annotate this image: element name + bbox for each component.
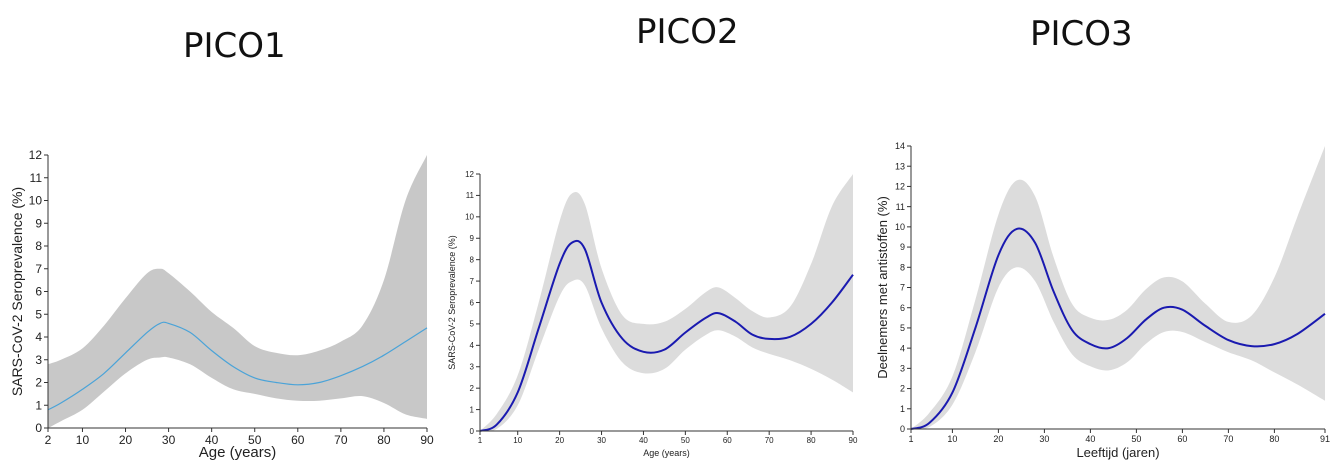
y-tick-label: 3: [35, 353, 42, 367]
y-tick-label: 4: [470, 341, 475, 350]
x-tick-label: 60: [723, 436, 732, 445]
x-tick-label: 91: [1320, 434, 1330, 444]
x-tick-label: 10: [76, 433, 90, 447]
x-tick-label: 90: [420, 433, 434, 447]
x-tick-label: 30: [1039, 434, 1049, 444]
y-tick-label: 10: [465, 213, 474, 222]
y-axis-label: SARS-CoV-2 Seroprevalence (%): [447, 235, 457, 370]
x-axis-label: Leeftijd (jaren): [1076, 445, 1159, 460]
x-tick-label: 40: [639, 436, 648, 445]
y-axis-label: SARS-CoV-2 Seroprevalence (%): [9, 187, 25, 396]
x-tick-label: 1: [478, 436, 483, 445]
y-tick-label: 11: [466, 191, 475, 200]
x-tick-label: 10: [947, 434, 957, 444]
x-tick-label: 60: [1177, 434, 1187, 444]
y-tick-label: 1: [470, 405, 475, 414]
y-axis-label: Deelnemers met antistoffen (%): [875, 196, 890, 379]
x-axis-label: Age (years): [199, 444, 277, 461]
y-tick-label: 9: [900, 242, 905, 252]
y-tick-label: 10: [895, 222, 905, 232]
y-tick-label: 6: [35, 285, 42, 299]
x-tick-label: 30: [597, 436, 606, 445]
y-tick-label: 2: [35, 376, 42, 390]
x-tick-label: 60: [291, 433, 305, 447]
y-tick-label: 5: [470, 320, 475, 329]
x-axis-label: Age (years): [643, 448, 690, 458]
x-tick-label: 70: [1223, 434, 1233, 444]
y-tick-label: 2: [470, 384, 475, 393]
y-tick-label: 4: [900, 343, 905, 353]
chart-1-title: PICO1: [183, 26, 286, 66]
x-tick-label: 80: [807, 436, 816, 445]
y-tick-label: 8: [35, 239, 42, 253]
y-tick-label: 3: [900, 364, 905, 374]
x-tick-label: 10: [513, 436, 522, 445]
x-tick-label: 20: [555, 436, 564, 445]
y-tick-label: 5: [900, 323, 905, 333]
y-tick-label: 1: [35, 398, 42, 412]
x-tick-label: 20: [119, 433, 133, 447]
y-tick-label: 14: [895, 141, 905, 151]
chart-3-title: PICO3: [1030, 14, 1133, 54]
y-tick-label: 0: [470, 427, 475, 436]
confidence-band-1: [911, 146, 1325, 430]
x-tick-label: 40: [205, 433, 219, 447]
y-tick-label: 8: [470, 255, 475, 264]
y-tick-label: 7: [900, 283, 905, 293]
y-tick-label: 8: [900, 262, 905, 272]
y-tick-label: 1: [900, 404, 905, 414]
y-tick-label: 9: [35, 216, 42, 230]
y-tick-label: 13: [895, 161, 905, 171]
series-line-1: [479, 239, 854, 432]
y-tick-label: 6: [900, 303, 905, 313]
x-tick-label: 50: [248, 433, 262, 447]
y-tick-label: 7: [35, 262, 42, 276]
y-tick-label: 12: [465, 170, 474, 179]
y-tick-label: 2: [900, 384, 905, 394]
chart-2-title: PICO2: [636, 12, 739, 52]
y-tick-label: 12: [895, 182, 905, 192]
y-tick-label: 4: [35, 330, 42, 344]
x-tick-label: 70: [334, 433, 348, 447]
x-tick-label: 50: [1131, 434, 1141, 444]
y-tick-label: 11: [30, 171, 43, 185]
confidence-band-1: [480, 174, 853, 432]
x-tick-label: 30: [162, 433, 176, 447]
y-tick-label: 12: [29, 148, 43, 162]
x-tick-label: 50: [681, 436, 690, 445]
confidence-band-1: [48, 155, 427, 428]
x-tick-label: 90: [849, 436, 858, 445]
x-tick-label: 80: [1269, 434, 1279, 444]
y-tick-label: 3: [470, 363, 475, 372]
x-tick-label: 2: [45, 433, 52, 447]
x-tick-label: 20: [993, 434, 1003, 444]
series-line-1: [47, 321, 428, 411]
y-tick-label: 0: [35, 421, 42, 435]
x-tick-label: 1: [908, 434, 913, 444]
y-tick-label: 9: [470, 234, 475, 243]
x-tick-label: 40: [1085, 434, 1095, 444]
x-tick-label: 80: [377, 433, 391, 447]
series-line-1: [910, 227, 1326, 430]
y-tick-label: 5: [35, 307, 42, 321]
x-tick-label: 70: [765, 436, 774, 445]
y-tick-label: 10: [29, 194, 43, 208]
y-tick-label: 7: [470, 277, 475, 286]
y-tick-label: 6: [470, 298, 475, 307]
y-tick-label: 0: [900, 424, 905, 434]
y-tick-label: 11: [896, 202, 905, 212]
